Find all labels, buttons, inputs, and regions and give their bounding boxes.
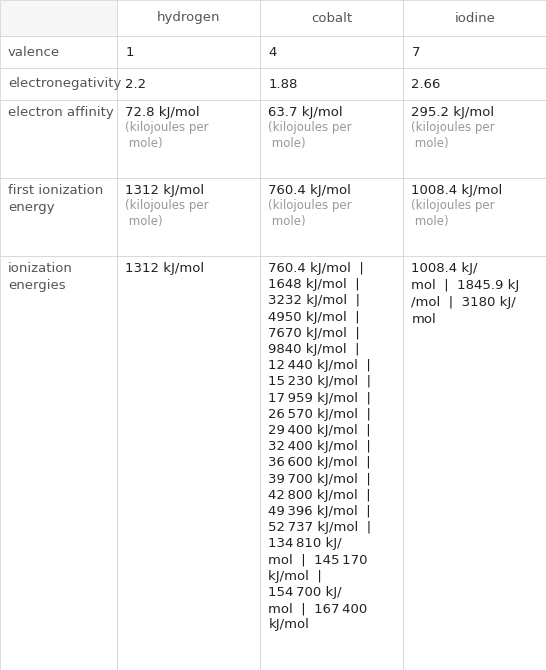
Text: iodine: iodine [454,11,495,25]
Text: electron affinity: electron affinity [8,106,114,119]
Bar [117,36,260,68]
Text: valence: valence [8,46,60,58]
Text: (kilojoules per
 mole): (kilojoules per mole) [269,199,352,228]
Text: 63.7 kJ/mol: 63.7 kJ/mol [269,106,343,119]
Bar [260,178,403,256]
Bar [0,36,117,68]
Text: ionization
energies: ionization energies [8,262,73,292]
Text: (kilojoules per
 mole): (kilojoules per mole) [412,121,495,150]
Text: 760.4 kJ/mol: 760.4 kJ/mol [269,184,351,197]
Bar [117,0,260,36]
Bar [0,68,117,100]
Bar [117,68,260,100]
Bar [0,178,117,256]
Text: hydrogen: hydrogen [157,11,221,25]
Bar [403,178,546,256]
Text: 7: 7 [412,46,420,58]
Text: first ionization
energy: first ionization energy [8,184,103,214]
Text: 2.66: 2.66 [412,78,441,90]
Bar [117,100,260,178]
Text: 1.88: 1.88 [269,78,298,90]
Text: 1008.4 kJ/mol: 1008.4 kJ/mol [412,184,503,197]
Text: 72.8 kJ/mol: 72.8 kJ/mol [126,106,200,119]
Text: (kilojoules per
 mole): (kilojoules per mole) [412,199,495,228]
Bar [403,36,546,68]
Text: 1: 1 [126,46,134,58]
Bar [0,0,117,36]
Bar [260,68,403,100]
Bar [403,0,546,36]
Text: 1008.4 kJ/
mol  |  1845.9 kJ
/mol  |  3180 kJ/
mol: 1008.4 kJ/ mol | 1845.9 kJ /mol | 3180 k… [412,262,520,326]
Text: electronegativity: electronegativity [8,78,121,90]
Text: (kilojoules per
 mole): (kilojoules per mole) [126,199,209,228]
Text: (kilojoules per
 mole): (kilojoules per mole) [126,121,209,150]
Text: 295.2 kJ/mol: 295.2 kJ/mol [412,106,495,119]
Text: 2.2: 2.2 [126,78,146,90]
Text: (kilojoules per
 mole): (kilojoules per mole) [269,121,352,150]
Bar [403,256,546,670]
Bar [260,0,403,36]
Text: 4: 4 [269,46,277,58]
Bar [403,100,546,178]
Bar [260,100,403,178]
Bar [117,256,260,670]
Bar [260,36,403,68]
Text: 1312 kJ/mol: 1312 kJ/mol [126,262,205,275]
Bar [260,256,403,670]
Bar [403,68,546,100]
Bar [0,256,117,670]
Text: cobalt: cobalt [311,11,353,25]
Bar [117,178,260,256]
Text: 760.4 kJ/mol  |
1648 kJ/mol  |
3232 kJ/mol  |
4950 kJ/mol  |
7670 kJ/mol  |
9840: 760.4 kJ/mol | 1648 kJ/mol | 3232 kJ/mol… [269,262,372,631]
Bar [0,100,117,178]
Text: 1312 kJ/mol: 1312 kJ/mol [126,184,205,197]
